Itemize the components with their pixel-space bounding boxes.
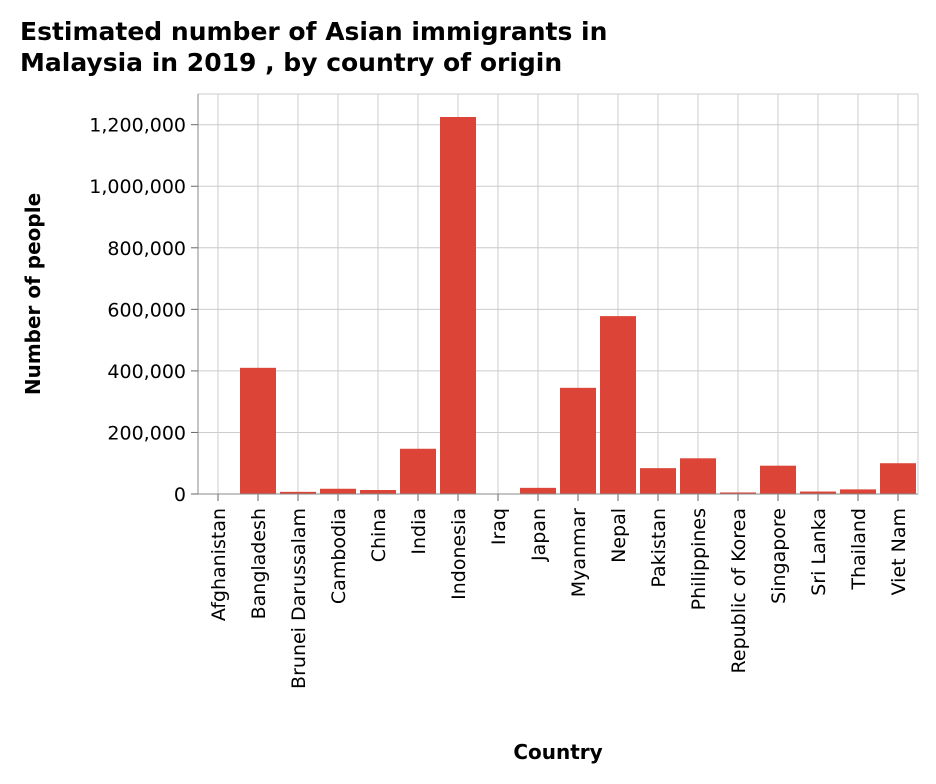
x-tick-label: Bangladesh [248, 508, 270, 619]
x-tick-label: India [408, 508, 430, 555]
bar-layer [200, 117, 916, 495]
grid-layer [197, 93, 919, 495]
y-axis-label: Number of people [21, 193, 45, 395]
y-tick-label: 400,000 [107, 361, 186, 383]
x-axis-label: Country [513, 740, 602, 764]
chart-title: Estimated number of Asian immigrants in … [20, 17, 608, 77]
bar-singapore [760, 465, 796, 494]
x-tick-label: Thailand [848, 508, 870, 591]
bar-myanmar [560, 387, 596, 494]
x-tick-label: Cambodia [328, 508, 350, 604]
x-tick-label: Indonesia [448, 508, 470, 600]
x-tick-label: Singapore [768, 508, 790, 604]
y-tick-label: 200,000 [107, 422, 186, 444]
x-tick-label: Pakistan [648, 508, 670, 588]
plot-frame [197, 93, 919, 495]
x-tick-label: Sri Lanka [808, 508, 830, 596]
bar-thailand [840, 489, 876, 494]
y-tick-label: 0 [174, 484, 186, 506]
x-tick-label: Brunei Darussalam [288, 508, 310, 689]
x-tick-label: Myanmar [568, 508, 590, 597]
axis-layer: 0 200,000 400,000 600,000 800,000 1,000,000 1,… [89, 94, 918, 689]
x-tick-label: Iraq [488, 508, 510, 545]
x-tick-label: Nepal [608, 508, 630, 563]
x-tick-label: Republic of Korea [728, 508, 750, 673]
bar-bangladesh [240, 367, 276, 494]
bar-india [400, 448, 436, 494]
bar-japan [520, 487, 556, 494]
x-tick-label: Philippines [688, 508, 710, 610]
bar-cambodia [320, 488, 356, 494]
y-tick-label: 1,000,000 [89, 176, 186, 198]
x-tick-label: China [368, 508, 390, 562]
bar-pakistan [640, 468, 676, 494]
bar-nepal [600, 316, 636, 494]
x-tick-label: Afghanistan [208, 508, 230, 621]
y-tick-label: 600,000 [107, 299, 186, 321]
y-tick-label: 800,000 [107, 238, 186, 260]
x-tick-label: Japan [528, 508, 550, 562]
x-tick-label: Viet Nam [888, 508, 910, 595]
bar-brunei-darussalam [280, 491, 316, 494]
bar-republic-of-korea [720, 492, 756, 494]
bar-china [360, 489, 396, 494]
bar-indonesia [440, 117, 476, 494]
bar-sri-lanka [800, 491, 836, 494]
y-tick-label: 1,200,000 [89, 115, 186, 137]
bar-viet-nam [880, 463, 916, 494]
bar-philippines [680, 458, 716, 494]
